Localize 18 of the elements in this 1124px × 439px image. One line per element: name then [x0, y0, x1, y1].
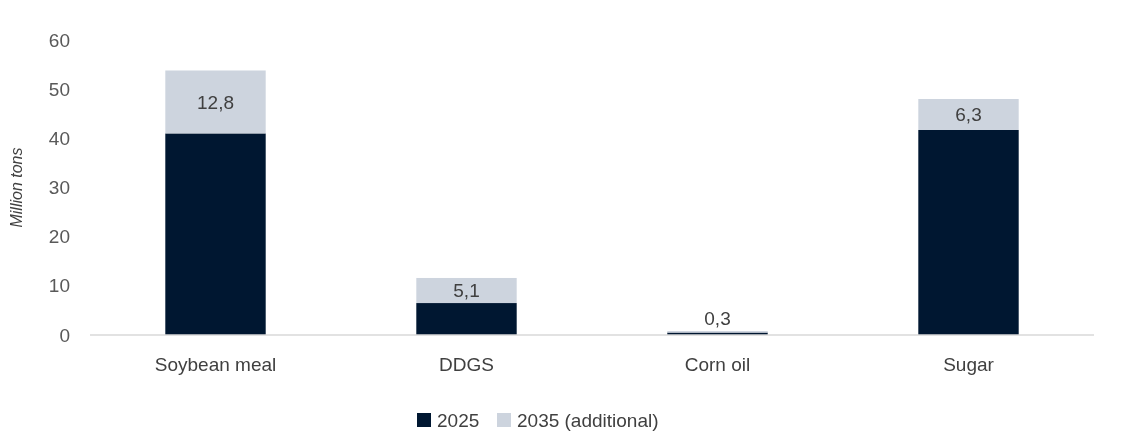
y-tick-label: 20 [48, 226, 70, 248]
y-tick-label: 40 [48, 127, 70, 149]
y-tick-label: 0 [59, 324, 70, 346]
data-label: 5,1 [453, 280, 480, 302]
y-tick-label: 60 [48, 29, 70, 51]
y-tick-label: 10 [48, 275, 70, 297]
data-label: 12,8 [197, 91, 234, 113]
y-tick-label: 30 [48, 177, 70, 199]
x-tick-label: Soybean meal [154, 354, 277, 375]
legend-label: 2035 (additional) [517, 410, 659, 431]
y-tick-label: 50 [48, 78, 70, 100]
x-tick-label: Corn oil [684, 354, 751, 375]
legend-label: 2025 [437, 410, 480, 431]
data-label: 6,3 [955, 104, 982, 126]
data-label: 0,3 [704, 308, 731, 330]
y-axis-title: Million tons [8, 147, 25, 228]
x-tick-label: Sugar [943, 354, 995, 375]
x-tick-label: DDGS [439, 354, 494, 375]
